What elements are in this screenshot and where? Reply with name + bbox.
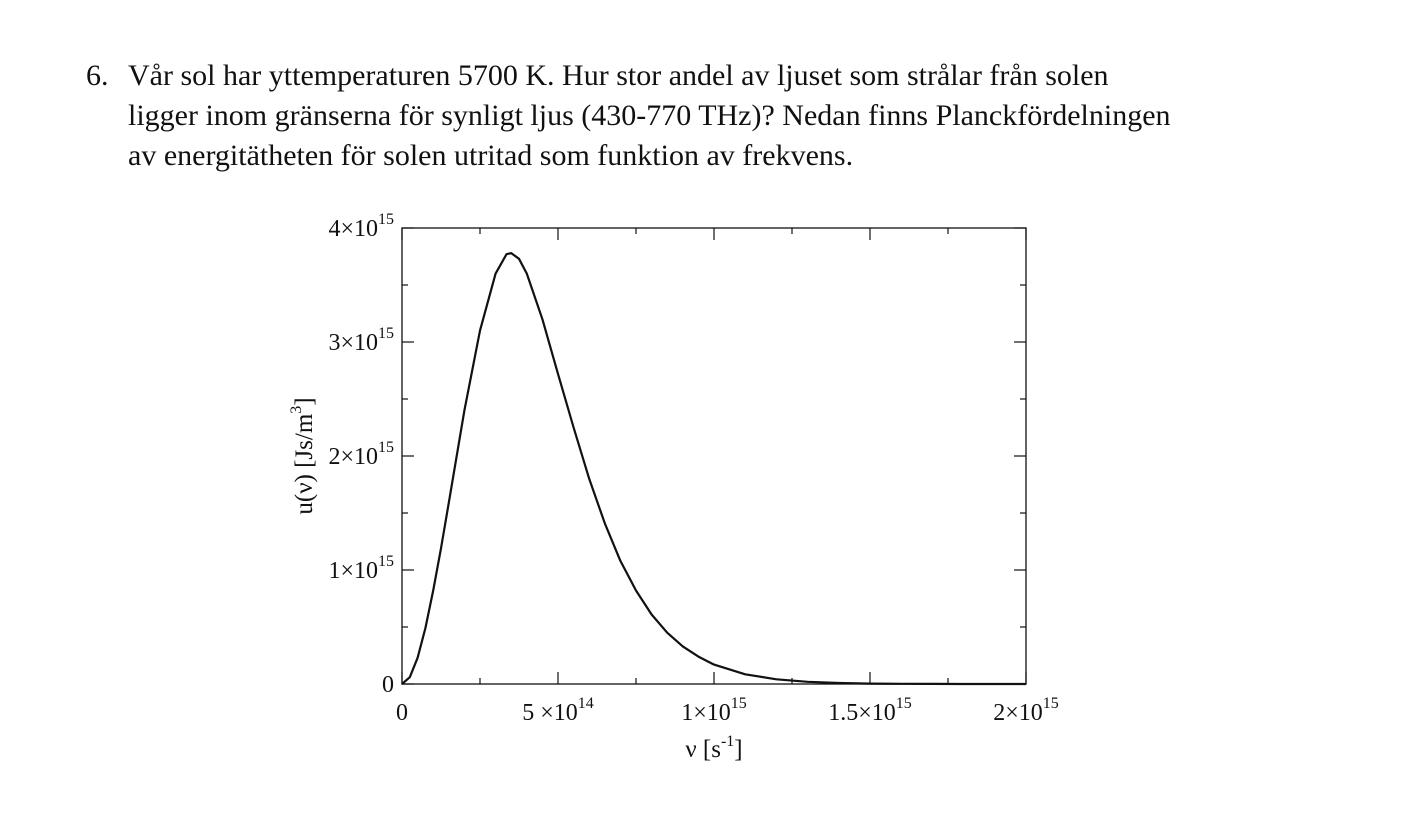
problem-text: Vår sol har yttemperaturen 5700 K. Hur s…	[128, 56, 1368, 176]
y-tick-labels: 0 1×1015 2×1015 3×1015 4×1015	[328, 211, 394, 698]
y-tick-label: 4×1015	[328, 211, 394, 242]
y-tick-label: 3×1015	[328, 325, 394, 356]
y-tick-label: 0	[382, 672, 394, 698]
problem-line-3: av energitätheten för solen utritad som …	[128, 139, 854, 172]
problem-line-1: Vår sol har yttemperaturen 5700 K. Hur s…	[128, 59, 1109, 92]
problem-line-2: ligger inom gränserna för synligt ljus (…	[128, 99, 1171, 132]
y-axis-label: u(ν) [Js/m3]	[288, 397, 318, 514]
y-tick-label: 1×1015	[328, 553, 394, 584]
x-tick-labels: 0 5 ×1014 1×1015 1.5×1015 2×1015	[396, 695, 1059, 726]
problem-number: 6.	[86, 59, 109, 92]
series-line	[401, 252, 1026, 686]
x-tick-label: 5 ×1014	[522, 695, 594, 726]
x-axis-label: ν [s-1]	[685, 733, 742, 763]
y-tick-label: 2×1015	[328, 439, 394, 470]
axis-ticks	[401, 227, 1027, 685]
x-tick-label: 0	[396, 700, 408, 726]
x-tick-label: 1×1015	[681, 695, 747, 726]
x-tick-label: 2×1015	[993, 695, 1059, 726]
x-tick-label: 1.5×1015	[828, 695, 912, 726]
plot-frame	[401, 227, 1027, 685]
